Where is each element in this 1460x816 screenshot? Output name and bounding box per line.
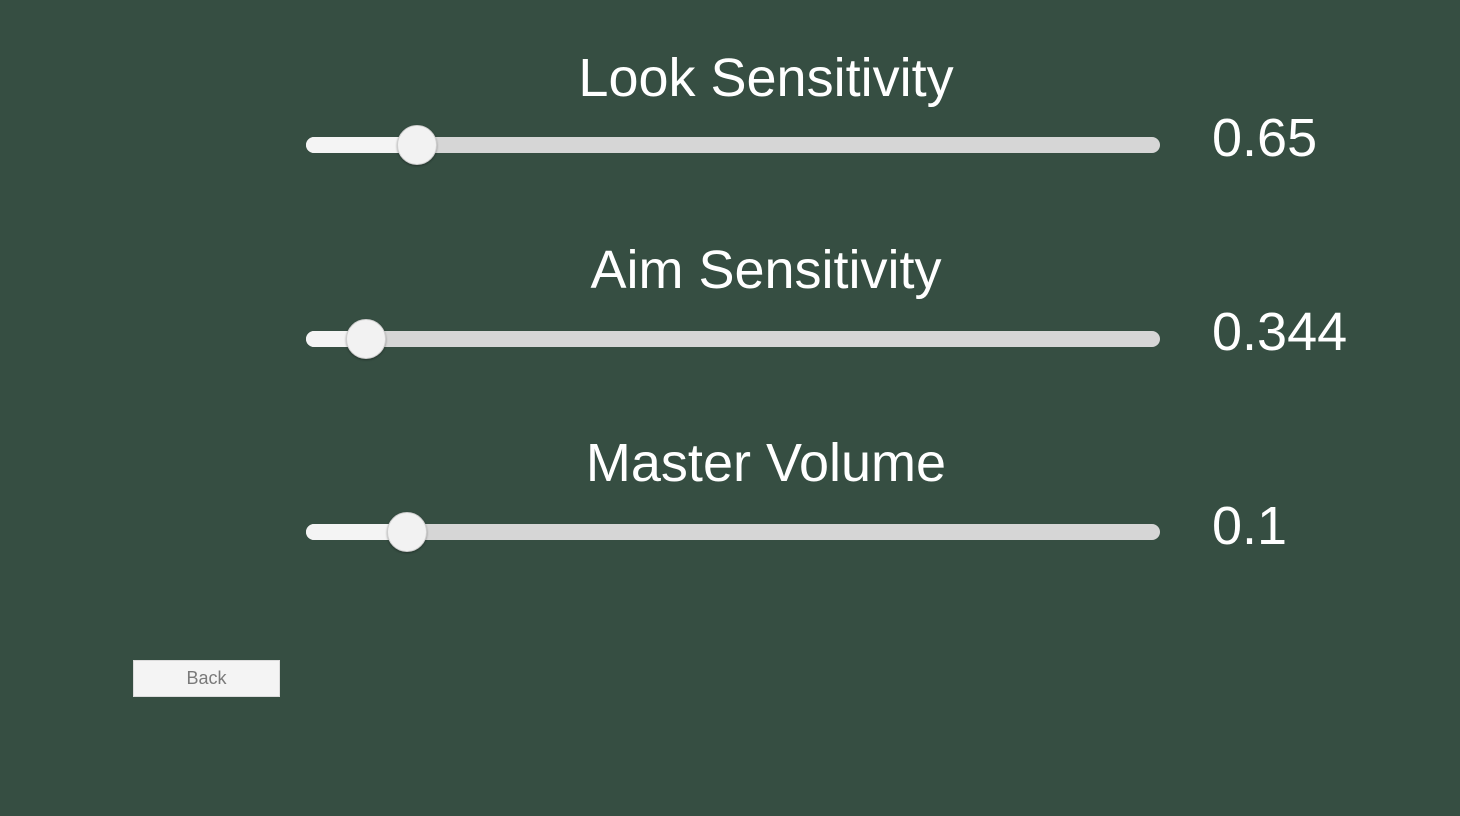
look-sensitivity-slider[interactable] — [306, 125, 1160, 165]
aim-sensitivity-slider-track[interactable] — [306, 331, 1160, 347]
master-volume-value: 0.1 — [1212, 496, 1288, 556]
look-sensitivity-slider-track[interactable] — [306, 137, 1160, 153]
look-sensitivity-value: 0.65 — [1212, 108, 1318, 168]
master-volume-title: Master Volume — [585, 433, 947, 493]
master-volume-slider[interactable] — [306, 512, 1160, 552]
look-sensitivity-slider-fill — [306, 137, 417, 153]
master-volume-slider-handle[interactable] — [387, 512, 427, 552]
back-button[interactable]: Back — [133, 660, 280, 697]
aim-sensitivity-title: Aim Sensitivity — [590, 240, 942, 300]
aim-sensitivity-slider-handle[interactable] — [346, 319, 386, 359]
aim-sensitivity-slider[interactable] — [306, 319, 1160, 359]
master-volume-slider-fill — [306, 524, 407, 540]
look-sensitivity-title: Look Sensitivity — [578, 48, 954, 108]
look-sensitivity-slider-handle[interactable] — [397, 125, 437, 165]
master-volume-slider-track[interactable] — [306, 524, 1160, 540]
aim-sensitivity-value: 0.344 — [1212, 302, 1348, 362]
